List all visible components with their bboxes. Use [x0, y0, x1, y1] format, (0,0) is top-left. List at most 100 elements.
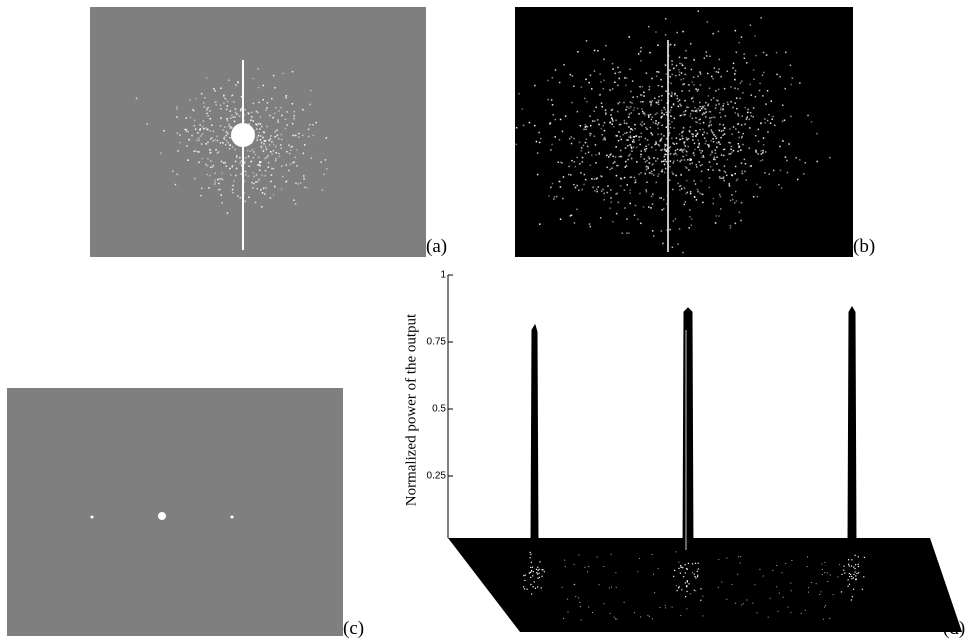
speckle: [516, 127, 518, 129]
speckle: [742, 173, 744, 175]
speckle: [823, 619, 824, 620]
speckle: [652, 230, 654, 232]
speckle: [619, 102, 621, 104]
speckle: [683, 576, 684, 577]
speckle: [619, 156, 621, 158]
speckle: [772, 116, 774, 118]
speckle: [696, 134, 698, 136]
speckle: [782, 572, 783, 573]
speckle: [634, 612, 635, 613]
speckle: [638, 174, 640, 176]
speckle: [690, 160, 692, 162]
speckle: [562, 131, 564, 133]
speckle: [274, 87, 276, 89]
speckle: [534, 581, 535, 582]
speckle: [207, 107, 209, 109]
speckle: [251, 116, 253, 118]
speckle: [582, 157, 584, 159]
speckle: [596, 189, 598, 191]
speckle: [228, 126, 230, 128]
speckle: [683, 114, 685, 116]
speckle: [720, 196, 722, 198]
speckle: [718, 587, 719, 588]
speckle: [816, 161, 818, 163]
speckle: [262, 137, 264, 139]
speckle: [190, 117, 192, 119]
speckle: [625, 147, 627, 149]
speckle: [265, 140, 267, 142]
speckle: [233, 101, 235, 103]
speckle: [555, 69, 557, 71]
speckle: [614, 161, 616, 163]
speckle: [532, 567, 533, 568]
speckle: [612, 120, 614, 122]
speckle: [661, 99, 663, 101]
speckle: [715, 136, 717, 138]
speckle: [735, 112, 737, 114]
speckle: [764, 122, 766, 124]
speckle: [753, 69, 755, 71]
speckle: [681, 72, 683, 74]
speckle: [210, 130, 212, 132]
dot: [158, 512, 166, 520]
speckle: [697, 571, 698, 572]
speckle: [670, 160, 672, 162]
speckle: [603, 566, 604, 567]
speckle: [214, 180, 216, 182]
speckle: [675, 75, 677, 77]
speckle: [658, 96, 660, 98]
speckle: [216, 136, 218, 138]
speckle: [708, 125, 710, 127]
speckle: [588, 607, 589, 608]
speckle: [192, 109, 194, 111]
speckle: [695, 590, 696, 591]
speckle: [776, 74, 778, 76]
speckle: [652, 554, 653, 555]
speckle: [696, 111, 698, 113]
speckle: [204, 97, 206, 99]
speckle: [635, 135, 637, 137]
speckle: [213, 165, 215, 167]
speckle: [217, 179, 219, 181]
speckle: [699, 193, 701, 195]
speckle: [277, 134, 279, 136]
speckle: [646, 191, 648, 193]
speckle: [626, 123, 628, 125]
panel-label: (c): [343, 618, 364, 639]
speckle: [627, 140, 629, 142]
speckle: [767, 90, 769, 92]
speckle: [531, 562, 532, 563]
speckle: [735, 128, 737, 130]
speckle: [673, 576, 674, 577]
speckle: [715, 107, 717, 109]
speckle: [738, 145, 740, 147]
speckle: [754, 35, 756, 37]
speckle: [227, 105, 229, 107]
speckle: [207, 115, 209, 117]
speckle: [190, 99, 192, 101]
speckle: [715, 90, 717, 92]
speckle: [563, 64, 565, 66]
speckle: [759, 187, 761, 189]
speckle: [675, 153, 677, 155]
speckle: [612, 119, 614, 121]
speckle: [631, 150, 633, 152]
speckle: [710, 166, 712, 168]
speckle: [201, 188, 203, 190]
speckle: [585, 129, 587, 131]
speckle: [708, 95, 710, 97]
speckle: [208, 187, 210, 189]
speckle: [712, 138, 714, 140]
speckle: [722, 109, 724, 111]
speckle: [763, 72, 765, 74]
speckle: [731, 152, 733, 154]
speckle: [702, 150, 704, 152]
speckle: [726, 175, 728, 177]
speckle: [194, 125, 196, 127]
speckle: [224, 136, 226, 138]
ticks: 10.750.50.25: [427, 270, 453, 482]
speckle: [684, 159, 686, 161]
speckle: [574, 564, 575, 565]
speckle: [723, 130, 725, 132]
speckle: [194, 178, 196, 180]
